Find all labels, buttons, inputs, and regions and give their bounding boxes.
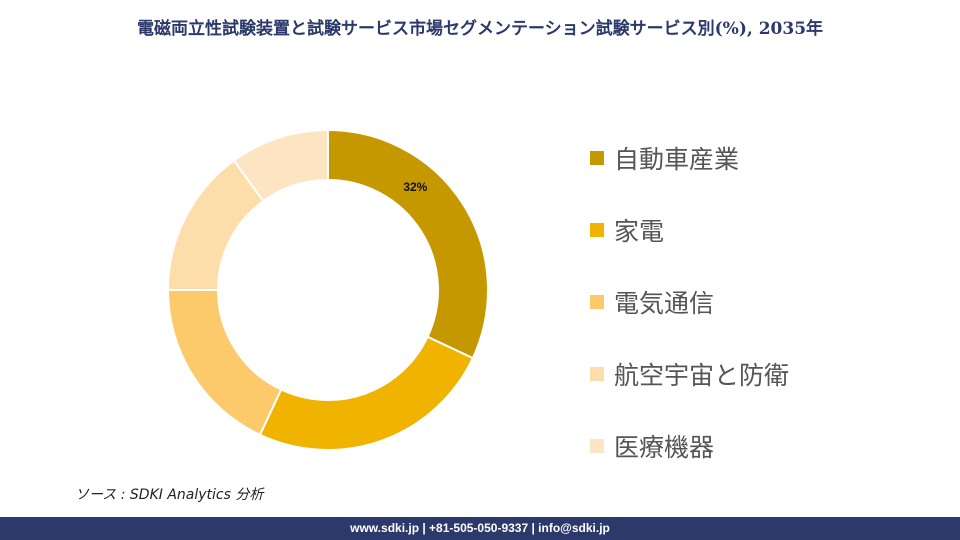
chart-title: 電磁両立性試験装置と試験サービス市場セグメンテーション試験サービス別(%), 2… <box>136 19 824 39</box>
legend-item-5: 医療機器 <box>590 410 940 482</box>
donut-slice-2 <box>258 335 475 451</box>
legend-label: 自動車産業 <box>614 145 740 174</box>
source-note: ソース : SDKI Analytics 分析 <box>75 487 264 503</box>
legend-label: 電気通信 <box>614 289 715 318</box>
legend-swatch <box>590 439 604 453</box>
legend-item-3: 電気通信 <box>590 266 940 338</box>
legend-item-2: 家電 <box>590 194 940 266</box>
donut-slice-1 <box>327 128 489 360</box>
footer-contact-bar: www.sdki.jp | +81-505-050-9337 | info@sd… <box>0 517 960 540</box>
donut-slice-3 <box>166 289 283 437</box>
legend: 自動車産業家電電気通信航空宇宙と防衛 医療機器 <box>590 122 940 482</box>
legend-label: 家電 <box>614 217 665 246</box>
legend-swatch <box>590 223 604 237</box>
legend-label: 医療機器 <box>614 433 715 462</box>
legend-swatch <box>590 295 604 309</box>
legend-item-1: 自動車産業 <box>590 122 940 194</box>
donut-chart-svg: 32% <box>166 128 489 451</box>
legend-item-4: 航空宇宙と防衛 <box>590 338 940 410</box>
legend-label: 航空宇宙と防衛 <box>614 361 790 390</box>
data-label-1: 32% <box>403 180 427 194</box>
donut-slice-5 <box>232 128 329 203</box>
legend-swatch <box>590 151 604 165</box>
donut-chart: 32% <box>150 120 510 460</box>
legend-swatch <box>590 367 604 381</box>
